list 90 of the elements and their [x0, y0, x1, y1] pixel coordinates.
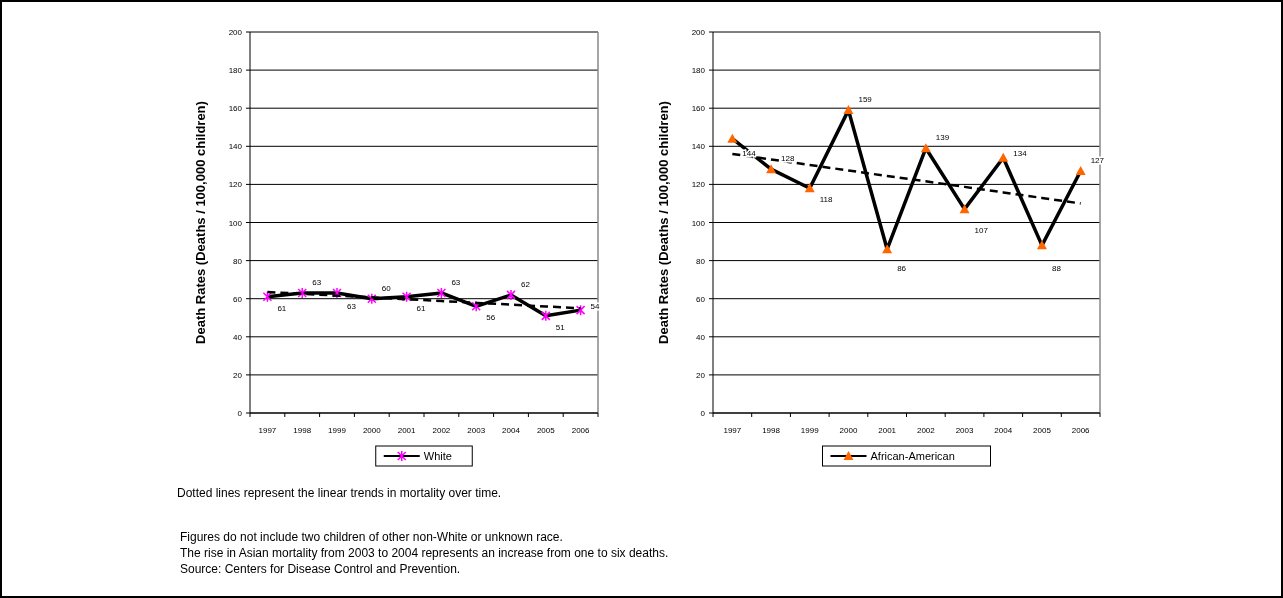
point: [471, 300, 481, 313]
x-tick-label: 1998: [762, 426, 781, 435]
data-label: 86: [897, 263, 907, 273]
data-label: 159: [858, 95, 873, 105]
x-tick-label: 2001: [878, 426, 897, 435]
x-tick-label: 2002: [916, 426, 936, 435]
data-label: 118: [819, 195, 834, 205]
y-tick-label: 60: [233, 294, 243, 304]
text: Figures do not include two children of other non-White or unknown race.: [180, 530, 563, 544]
point: [401, 291, 412, 303]
data-label: 63: [451, 277, 461, 287]
y-tick-label: 40: [696, 332, 706, 342]
y-tick-label: 40: [233, 332, 243, 342]
y-tick-label: 20: [696, 370, 706, 380]
y-axis-title: Death Rates (Deaths / 100,000 children): [656, 101, 671, 344]
y-tick-label: 100: [691, 218, 706, 228]
y-tick-label: 100: [228, 218, 243, 228]
point: [804, 183, 815, 193]
point: [541, 310, 551, 322]
y-tick-label: 160: [228, 104, 243, 114]
point: [843, 105, 854, 115]
point: [1075, 166, 1086, 176]
point: [297, 287, 307, 299]
data-label: 63: [312, 277, 322, 287]
x-tick-label: 2005: [536, 426, 556, 435]
data-label: 139: [935, 133, 950, 143]
x-tick-label: 1999: [800, 426, 820, 435]
x-tick-label: 2004: [994, 426, 1013, 435]
x-tick-label: 2002: [432, 426, 451, 435]
data-label: 127: [1090, 156, 1105, 166]
y-tick-label: 120: [691, 180, 706, 190]
y-tick-label: 60: [696, 294, 706, 304]
data-label: 56: [486, 313, 496, 323]
y-tick-label: 0: [237, 409, 243, 418]
point: [262, 291, 273, 303]
data-label: 60: [381, 283, 392, 293]
data-label: 144: [742, 149, 757, 159]
y-tick-label: 20: [233, 370, 243, 380]
x-tick-label: 2006: [571, 426, 591, 435]
y-tick-label: 180: [691, 66, 706, 76]
y-tick-label: 80: [696, 256, 706, 266]
legend-label: White: [423, 450, 452, 462]
data-label: 63: [347, 301, 357, 311]
point: [575, 304, 586, 316]
point: [727, 133, 738, 143]
data-label: 88: [1051, 263, 1062, 273]
text: The rise in Asian mortality from 2003 to 2004 represents an increase from one to six deaths.: [180, 546, 669, 560]
y-tick-label: 140: [228, 142, 243, 152]
x-tick-label: 1999: [328, 426, 347, 435]
y-tick-label: 140: [691, 142, 706, 152]
y-tick-label: 180: [228, 66, 243, 76]
x-tick-label: 2000: [839, 426, 858, 435]
point: [920, 143, 931, 153]
x-tick-label: 1998: [293, 426, 312, 435]
data-label: 54: [590, 301, 601, 311]
x-tick-label: 1997: [258, 426, 277, 435]
point: [332, 287, 342, 299]
point: [1036, 240, 1047, 250]
y-tick-label: 200: [691, 28, 706, 37]
x-tick-label: 2000: [362, 426, 382, 435]
x-tick-label: 2003: [467, 426, 486, 435]
x-tick-label: 2001: [397, 426, 417, 435]
y-tick-label: 200: [228, 28, 243, 37]
text: Dotted lines represent the linear trends in mortality over time.: [177, 486, 502, 500]
point: [506, 289, 516, 301]
y-tick-label: 0: [700, 409, 706, 418]
data-label: 134: [1013, 149, 1028, 159]
data-label: 107: [974, 225, 989, 235]
point: [367, 292, 377, 305]
y-tick-label: 80: [233, 256, 243, 266]
source-note: Source: Centers for Disease Control and Prevention.: [180, 562, 461, 576]
point: [882, 244, 893, 254]
data-label: 61: [277, 303, 287, 313]
x-tick-label: 2006: [1071, 426, 1091, 435]
y-tick-label: 160: [691, 104, 706, 114]
point: [436, 287, 447, 299]
data-label: 62: [521, 279, 531, 289]
x-tick-label: 2004: [502, 426, 521, 435]
data-label: 51: [555, 322, 566, 332]
legend-label: African-American: [870, 450, 955, 462]
y-axis-title: Death Rates (Deaths / 100,000 children): [193, 101, 208, 344]
x-tick-label: 2003: [955, 426, 974, 435]
data-label: 61: [416, 303, 427, 313]
x-tick-label: 2005: [1033, 426, 1052, 435]
x-tick-label: 1997: [723, 426, 742, 435]
data-label: 128: [781, 154, 795, 164]
point: [766, 164, 777, 174]
point: [959, 204, 970, 214]
y-tick-label: 120: [228, 180, 243, 190]
point: [998, 152, 1009, 162]
